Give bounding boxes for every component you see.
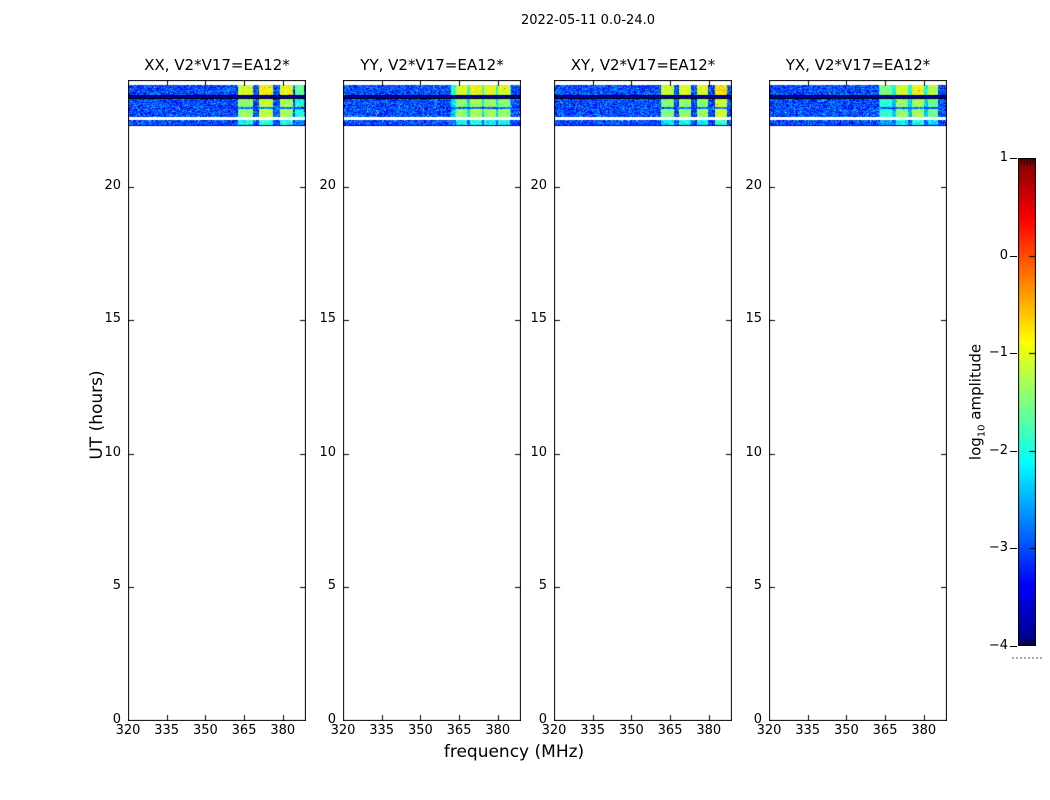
x-tick-label: 365 <box>657 723 683 738</box>
x-tick-label: 380 <box>696 723 722 738</box>
y-tick-label: 10 <box>104 444 121 460</box>
x-axis-label: frequency (MHz) <box>443 742 585 762</box>
x-tick-label: 335 <box>369 723 395 738</box>
y-tick-label: 15 <box>104 311 121 327</box>
spectrogram-canvas-yx <box>769 80 947 721</box>
panel-title-xy: XY, V2*V17=EA12* <box>570 56 716 74</box>
figure-title: 2022-05-11 0.0-24.0 <box>521 13 655 28</box>
colorbar-tick-mark <box>1010 158 1017 159</box>
colorbar <box>1018 158 1036 646</box>
panel-title-yy: YY, V2*V17=EA12* <box>360 56 504 74</box>
spectrogram-canvas-xy <box>554 80 732 721</box>
colorbar-tick-label: −4 <box>988 638 1008 653</box>
spectrogram-canvas-xx <box>128 80 306 721</box>
spectrogram-canvas-yy <box>343 80 521 721</box>
panel-title-yx: YX, V2*V17=EA12* <box>785 56 931 74</box>
x-tick-label: 320 <box>330 723 356 738</box>
colorbar-tick-label: 0 <box>999 247 1008 263</box>
colorbar-label-subscript: 10 <box>976 424 988 438</box>
x-tick-label: 380 <box>485 723 511 738</box>
colorbar-tick-mark <box>1010 353 1017 354</box>
y-tick-label: 20 <box>104 177 121 193</box>
colorbar-underflow-dots <box>1012 657 1042 659</box>
x-tick-label: 380 <box>911 723 937 738</box>
colorbar-tick-label: −1 <box>988 345 1008 361</box>
x-tick-label: 380 <box>270 723 296 738</box>
y-tick-label: 10 <box>319 444 336 460</box>
colorbar-tick-label: −2 <box>988 442 1008 458</box>
colorbar-tick-mark <box>1010 256 1017 257</box>
colorbar-tick-mark <box>1010 548 1017 549</box>
x-tick-label: 335 <box>580 723 606 738</box>
y-tick-label: 15 <box>530 311 547 327</box>
colorbar-tick-mark <box>1010 451 1017 452</box>
y-tick-label: 5 <box>538 578 547 594</box>
x-tick-label: 365 <box>231 723 257 738</box>
y-tick-label: 5 <box>327 578 336 594</box>
x-tick-label: 350 <box>618 723 644 738</box>
x-tick-label: 350 <box>407 723 433 738</box>
y-tick-label: 0 <box>327 712 336 727</box>
x-tick-label: 350 <box>192 723 218 738</box>
x-tick-label: 365 <box>872 723 898 738</box>
y-tick-label: 5 <box>753 578 762 594</box>
x-tick-label: 320 <box>541 723 567 738</box>
y-tick-label: 15 <box>745 311 762 327</box>
panel-title-xx: XX, V2*V17=EA12* <box>144 56 290 74</box>
y-tick-label: 15 <box>319 311 336 327</box>
x-tick-label: 335 <box>154 723 180 738</box>
y-tick-label: 0 <box>112 712 121 727</box>
y-tick-label: 5 <box>112 578 121 594</box>
y-tick-label: 20 <box>745 177 762 193</box>
y-tick-label: 20 <box>319 177 336 193</box>
colorbar-tick-label: −3 <box>988 540 1008 556</box>
y-tick-label: 0 <box>753 712 762 727</box>
colorbar-tick-label: 1 <box>999 150 1008 165</box>
y-tick-label: 0 <box>538 712 547 727</box>
x-tick-label: 320 <box>115 723 141 738</box>
x-tick-label: 335 <box>795 723 821 738</box>
x-tick-label: 320 <box>756 723 782 738</box>
y-tick-label: 10 <box>530 444 547 460</box>
colorbar-tick-mark <box>1010 646 1017 647</box>
y-tick-label: 10 <box>745 444 762 460</box>
y-tick-label: 20 <box>530 177 547 193</box>
x-tick-label: 365 <box>446 723 472 738</box>
x-tick-label: 350 <box>833 723 859 738</box>
